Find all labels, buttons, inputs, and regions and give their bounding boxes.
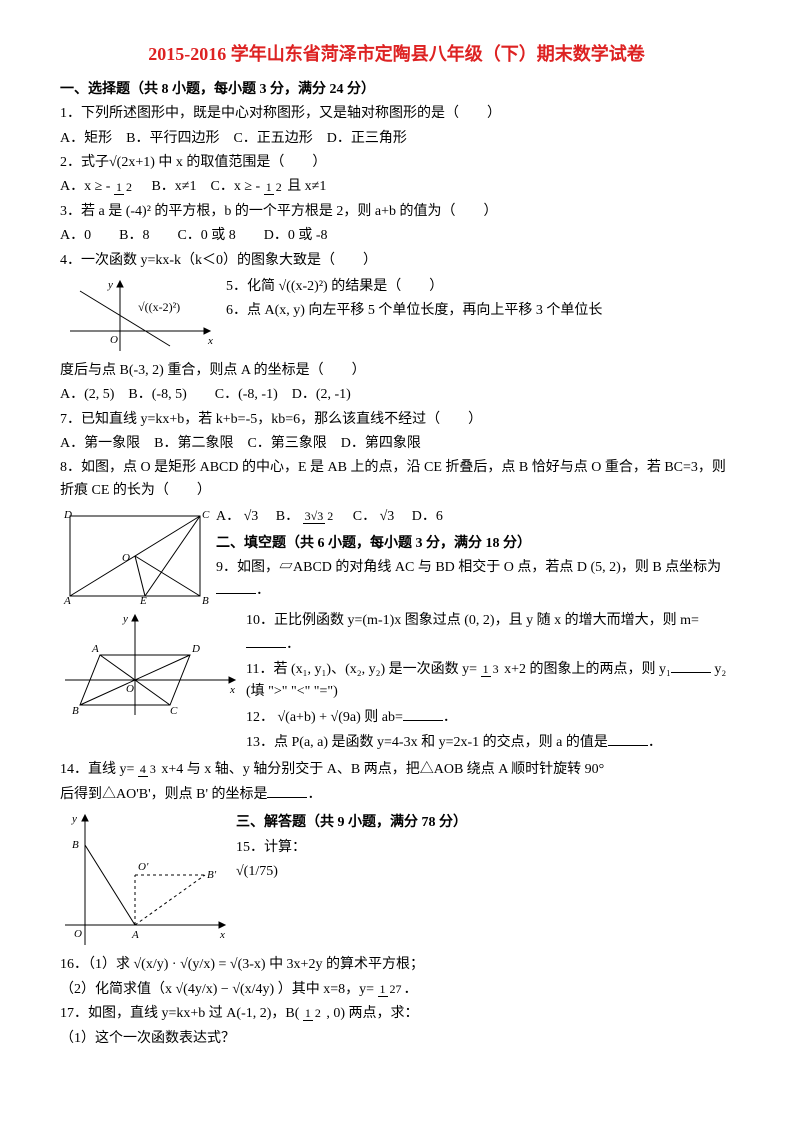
sqrt-9a: √(9a) [331,710,361,725]
question-16-1: 16．（1）求 √(x/y) · √(y/x) = √(3-x) 中 3x+2y… [60,954,733,976]
q2-opt-c: 且 x≠1 [287,179,326,194]
blank [671,658,711,673]
blank [267,783,307,798]
question-11: 11．若 (x₁, y₁)、(x₂, y₂) 是一次函数 y= 13 x+2 的… [246,658,733,704]
question-14: 14．直线 y= 43 x+4 与 x 轴、y 轴分别交于 A、B 两点，把△A… [60,759,733,781]
question-9: 9．如图，▱ABCD 的对角线 AC 与 BD 相交于 O 点，若点 D (5,… [216,557,733,603]
question-1: 1．下列所述图形中，既是中心对称图形，又是轴对称图形的是（ ） [60,103,733,125]
question-16-2: （2）化简求值（x √(4y/x) − √(x/4y) ）其中 x=8，y= 1… [60,979,733,1001]
svg-text:y: y [122,613,128,625]
figure-q8-rectangle: D C A B O E [60,506,210,606]
question-5: 5．化简 √((x-2)²) 的结果是（ ） [226,276,733,298]
exam-title: 2015-2016 学年山东省菏泽市定陶县八年级（下）期末数学试卷 [60,40,733,69]
section-3-heading: 三、解答题（共 9 小题，满分 78 分） [236,812,733,834]
fraction-half-b: 12 [303,1007,323,1020]
svg-text:B': B' [207,869,217,881]
q8-opt-b: B． [262,509,299,524]
sqrt-x4y: √(x/4y) [232,982,274,997]
svg-text:x: x [207,335,213,347]
fraction-3r3-2: 3√32 [303,510,336,523]
svg-text:B: B [202,595,209,606]
section-1-heading: 一、选择题（共 8 小题，每小题 3 分，满分 24 分） [60,79,733,101]
sqrt-xy: √(x/y) [134,957,169,972]
svg-text:x: x [229,684,235,696]
blank [246,633,286,648]
svg-text:y: y [71,813,77,825]
question-15: 15．计算： [236,837,733,859]
q5-expression: √((x-2)²) [279,279,328,294]
svg-text:A: A [131,929,139,941]
svg-text:O': O' [138,861,149,873]
question-14b: 后得到△AO'B'，则点 B' 的坐标是． [60,783,733,806]
question-17: 17．如图，直线 y=kx+b 过 A(-1, 2)，B( 12 , 0) 两点… [60,1003,733,1025]
blank [608,731,648,746]
question-13: 13．点 P(a, a) 是函数 y=4-3x 和 y=2x-1 的交点，则 a… [246,731,733,754]
q2-opt-a: A．x ≥ - [60,179,110,194]
q5-text-b: 的结果是（ ） [331,279,443,294]
svg-text:√((x-2)²): √((x-2)²) [138,300,180,314]
question-3: 3．若 a 是 (-4)² 的平方根，b 的一个平方根是 2，则 a+b 的值为… [60,201,733,223]
svg-text:C: C [170,705,178,717]
question-2: 2．式子√(2x+1) 中 x 的取值范围是（ ） [60,152,733,174]
question-6a: 6．点 A(x, y) 向左平移 5 个单位长度，再向上平移 3 个单位长 [226,300,733,322]
question-6b: 度后与点 B(-3, 2) 重合，则点 A 的坐标是（ ） [60,360,733,382]
svg-text:y: y [107,279,113,291]
question-3-options: A．0 B．8 C．0 或 8 D．0 或 -8 [60,225,733,247]
svg-text:D: D [63,509,72,521]
svg-text:B: B [72,705,79,717]
question-6-options: A．(2, 5) B．(-8, 5) C．(-8, -1) D．(2, -1) [60,384,733,406]
section-2-heading: 二、填空题（共 6 小题，每小题 3 分，满分 18 分） [216,533,733,555]
question-7: 7．已知直线 y=kx+b，若 k+b=-5，kb=6，那么该直线不经过（ ） [60,409,733,431]
fraction-half: 12 [114,181,134,194]
fraction-1-3: 13 [481,663,501,676]
svg-text:O: O [110,334,118,346]
svg-text:O: O [74,928,82,940]
q8-opt-d: D．6 [398,509,443,524]
figure-q4-axes: x y O √((x-2)²) [60,276,220,356]
svg-text:x: x [219,929,225,941]
question-4: 4．一次函数 y=kx-k（k＜0）的图象大致是（ ） [60,250,733,272]
sqrt-3mx: √(3-x) [230,957,266,972]
figure-q9-parallelogram: x y O A D B C [60,610,240,720]
svg-text:A: A [63,595,71,606]
question-8-options: A． √3 B． 3√32 C． √3 D．6 [216,506,733,528]
q5-text-a: 5．化简 [226,279,275,294]
fraction-4-3: 43 [138,763,158,776]
q8-opt-c: C． [339,509,376,524]
svg-text:E: E [139,595,147,606]
question-15-expr: √(1/75) [236,861,733,883]
svg-text:A: A [91,643,99,655]
blank [216,579,256,594]
question-10: 10．正比例函数 y=(m-1)x 图象过点 (0, 2)，且 y 随 x 的增… [246,610,733,656]
svg-text:C: C [202,509,210,521]
sqrt-3b: √3 [380,509,395,524]
blank [403,706,443,721]
question-1-options: A．矩形 B．平行四边形 C．正五边形 D．正三角形 [60,128,733,150]
question-12: 12． √(a+b) + √(9a) 则 ab=． [246,706,733,729]
question-2-options: A．x ≥ - 12 B．x≠1 C．x ≥ - 12 且 x≠1 [60,176,733,198]
q8-opt-a: A． [216,509,240,524]
sqrt-ab: √(a+b) [278,710,316,725]
question-17-1: （1）这个一次函数表达式？ [60,1028,733,1050]
sqrt-yx: √(y/x) [180,957,215,972]
svg-text:O: O [122,552,130,564]
figure-q14-rotation: x y O B A O' B' [60,810,230,950]
q2-opt-b: B．x≠1 C．x ≥ - [137,179,260,194]
sqrt-4yx: √(4y/x) [176,982,218,997]
svg-text:B: B [72,839,79,851]
question-8: 8．如图，点 O 是矩形 ABCD 的中心，E 是 AB 上的点，沿 CE 折叠… [60,457,733,502]
question-7-options: A．第一象限 B．第二象限 C．第三象限 D．第四象限 [60,433,733,455]
svg-text:D: D [191,643,200,655]
fraction-half: 12 [264,181,284,194]
sqrt-1-75: √(1/75) [236,864,278,879]
fraction-1-27: 127 [378,983,404,996]
svg-text:O: O [126,683,134,695]
sqrt-3: √3 [244,509,259,524]
